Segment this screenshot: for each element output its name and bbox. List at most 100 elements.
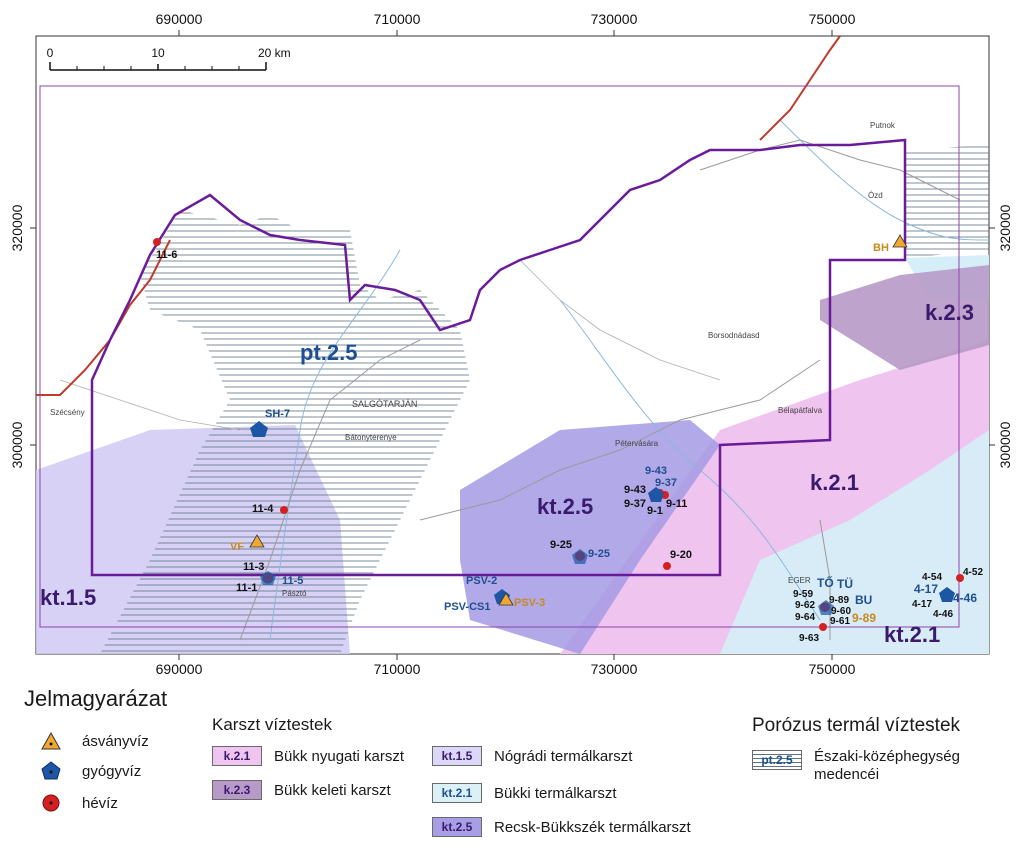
coord-bottom: 710000 — [374, 661, 421, 677]
svg-text:10: 10 — [151, 46, 165, 60]
region-kt25-area — [460, 420, 720, 654]
hot-water-icon — [956, 574, 964, 582]
coord-left: 320000 — [9, 204, 25, 251]
town-label: EGER — [788, 576, 811, 585]
hot-water-icon — [280, 506, 288, 514]
legend-item-medicinal: gyógyvíz — [40, 760, 141, 782]
legend-swatch: k.2.3 — [212, 780, 262, 800]
point-label: VF — [230, 541, 244, 553]
road-line — [699, 139, 961, 201]
point-label: 9-60 — [831, 606, 851, 617]
legend-swatch: kt.2.5 — [432, 817, 482, 837]
point-label: 9-25 — [588, 548, 610, 560]
point-label: 11-1 — [236, 582, 257, 594]
point-label: 9-20 — [670, 549, 692, 561]
mineral-water-icon — [249, 534, 265, 548]
point-label: 9-64 — [795, 612, 815, 623]
coord-top: 710000 — [374, 11, 421, 27]
point-label: 9-25 — [550, 539, 572, 551]
medicinal-water-icon — [818, 600, 834, 615]
coord-left: 300000 — [9, 421, 25, 468]
legend-label: ásványvíz — [82, 732, 149, 750]
road-line — [419, 359, 821, 521]
coord-bottom: 730000 — [591, 661, 638, 677]
grid-ticks — [30, 30, 995, 660]
point-label: 11-3 — [243, 561, 264, 573]
point-label: PSV-2 — [466, 575, 497, 587]
medicinal-water-icon — [260, 571, 276, 585]
town-label: SALGÓTARJÁN — [352, 399, 417, 409]
point-label: 9-62 — [795, 600, 815, 611]
town-label: Borsodnádasd — [708, 331, 760, 340]
legend-item-kt15: kt.1.5 Nógrádi termálkarszt — [432, 746, 632, 766]
medicinal-water-icon — [572, 549, 588, 564]
legend-label: gyógyvíz — [82, 762, 142, 780]
point-label: 9-1 — [647, 505, 663, 517]
point-label: 4-46 — [933, 609, 953, 620]
legend-label: Bükk keleti karszt — [274, 781, 391, 799]
coord-bottom: 750000 — [809, 661, 856, 677]
hot-water-icon — [663, 562, 671, 570]
legend-swatch: kt.2.1 — [432, 783, 482, 803]
point-label: 9-11 — [666, 498, 687, 510]
circle-icon — [42, 794, 60, 812]
svg-text:0: 0 — [47, 46, 54, 60]
legend-label: Recsk-Bükkszék termálkarszt — [494, 818, 691, 836]
point-label: SH-7 — [265, 408, 290, 420]
legend-label: Bükki termálkarszt — [494, 784, 617, 802]
region-label-k23: k.2.3 — [925, 300, 974, 325]
point-label: 11-6 — [156, 249, 177, 261]
point-label: 9-61 — [830, 616, 850, 627]
point-label: BU — [855, 593, 872, 607]
town-label: Pétervására — [615, 439, 659, 448]
point-label: 4-52 — [963, 567, 983, 578]
waterbody-boundary — [90, 138, 907, 577]
map-points — [153, 234, 964, 631]
town-label: Ózd — [868, 191, 883, 200]
legend-title: Jelmagyarázat — [24, 686, 168, 711]
region-pt25-area-east — [905, 145, 989, 258]
point-label: TÜ — [837, 576, 853, 591]
legend-item-pt25: pt.2.5 Északi-középhegység medencéi — [752, 748, 960, 784]
road-line — [59, 379, 241, 431]
legend-label: Bükk nyugati karszt — [274, 747, 405, 765]
medicinal-water-icon — [648, 487, 664, 502]
legend-item-k21: k.2.1 Bükk nyugati karszt — [212, 746, 404, 766]
coord-right: 320000 — [997, 204, 1013, 251]
point-label: PSV-3 — [514, 597, 545, 609]
region-kt21-area — [720, 430, 989, 654]
hot-water-icon — [153, 238, 161, 246]
point-label: BH — [873, 242, 889, 254]
point-label: 9-89 — [852, 611, 876, 625]
mineral-water-icon — [892, 234, 908, 248]
road-line — [519, 259, 721, 381]
medicinal-water-icon — [939, 587, 955, 602]
point-label: 9-89 — [829, 595, 849, 606]
map-canvas: 690000 710000 730000 750000 690000 71000… — [9, 11, 1013, 677]
point-label: 9-37 — [624, 498, 646, 510]
region-label-kt21: kt.2.1 — [884, 622, 940, 647]
point-label: 9-59 — [793, 589, 813, 600]
legend-item-mineral: ásványvíz — [40, 730, 149, 752]
coord-right: 300000 — [997, 421, 1013, 468]
coord-bottom: 690000 — [156, 661, 203, 677]
legend-porous-title: Porózus termál víztestek — [752, 715, 961, 736]
point-label: 4-46 — [953, 591, 977, 605]
town-label: Bélapátfalva — [778, 406, 823, 415]
extent-rectangle — [39, 85, 960, 628]
point-label: 4-17 — [914, 582, 938, 596]
legend-swatch: kt.1.5 — [432, 746, 482, 766]
point-label: 4-17 — [912, 599, 932, 610]
coord-top: 750000 — [809, 11, 856, 27]
legend-item-hotwater: hévíz — [40, 792, 118, 814]
svg-text:20 km: 20 km — [258, 46, 291, 60]
point-label: 9-43 — [645, 465, 667, 477]
region-label-pt25: pt.2.5 — [300, 340, 357, 365]
national-border — [759, 36, 841, 141]
legend-item-kt25: kt.2.5 Recsk-Bükkszék termálkarszt — [432, 817, 691, 837]
point-label: TŐ — [817, 575, 834, 590]
point-label: 11-4 — [252, 503, 274, 515]
point-label: 11-5 — [282, 575, 303, 587]
legend-karst-title: Karszt víztestek — [212, 715, 332, 734]
point-label: PSV-CS1 — [444, 601, 490, 613]
